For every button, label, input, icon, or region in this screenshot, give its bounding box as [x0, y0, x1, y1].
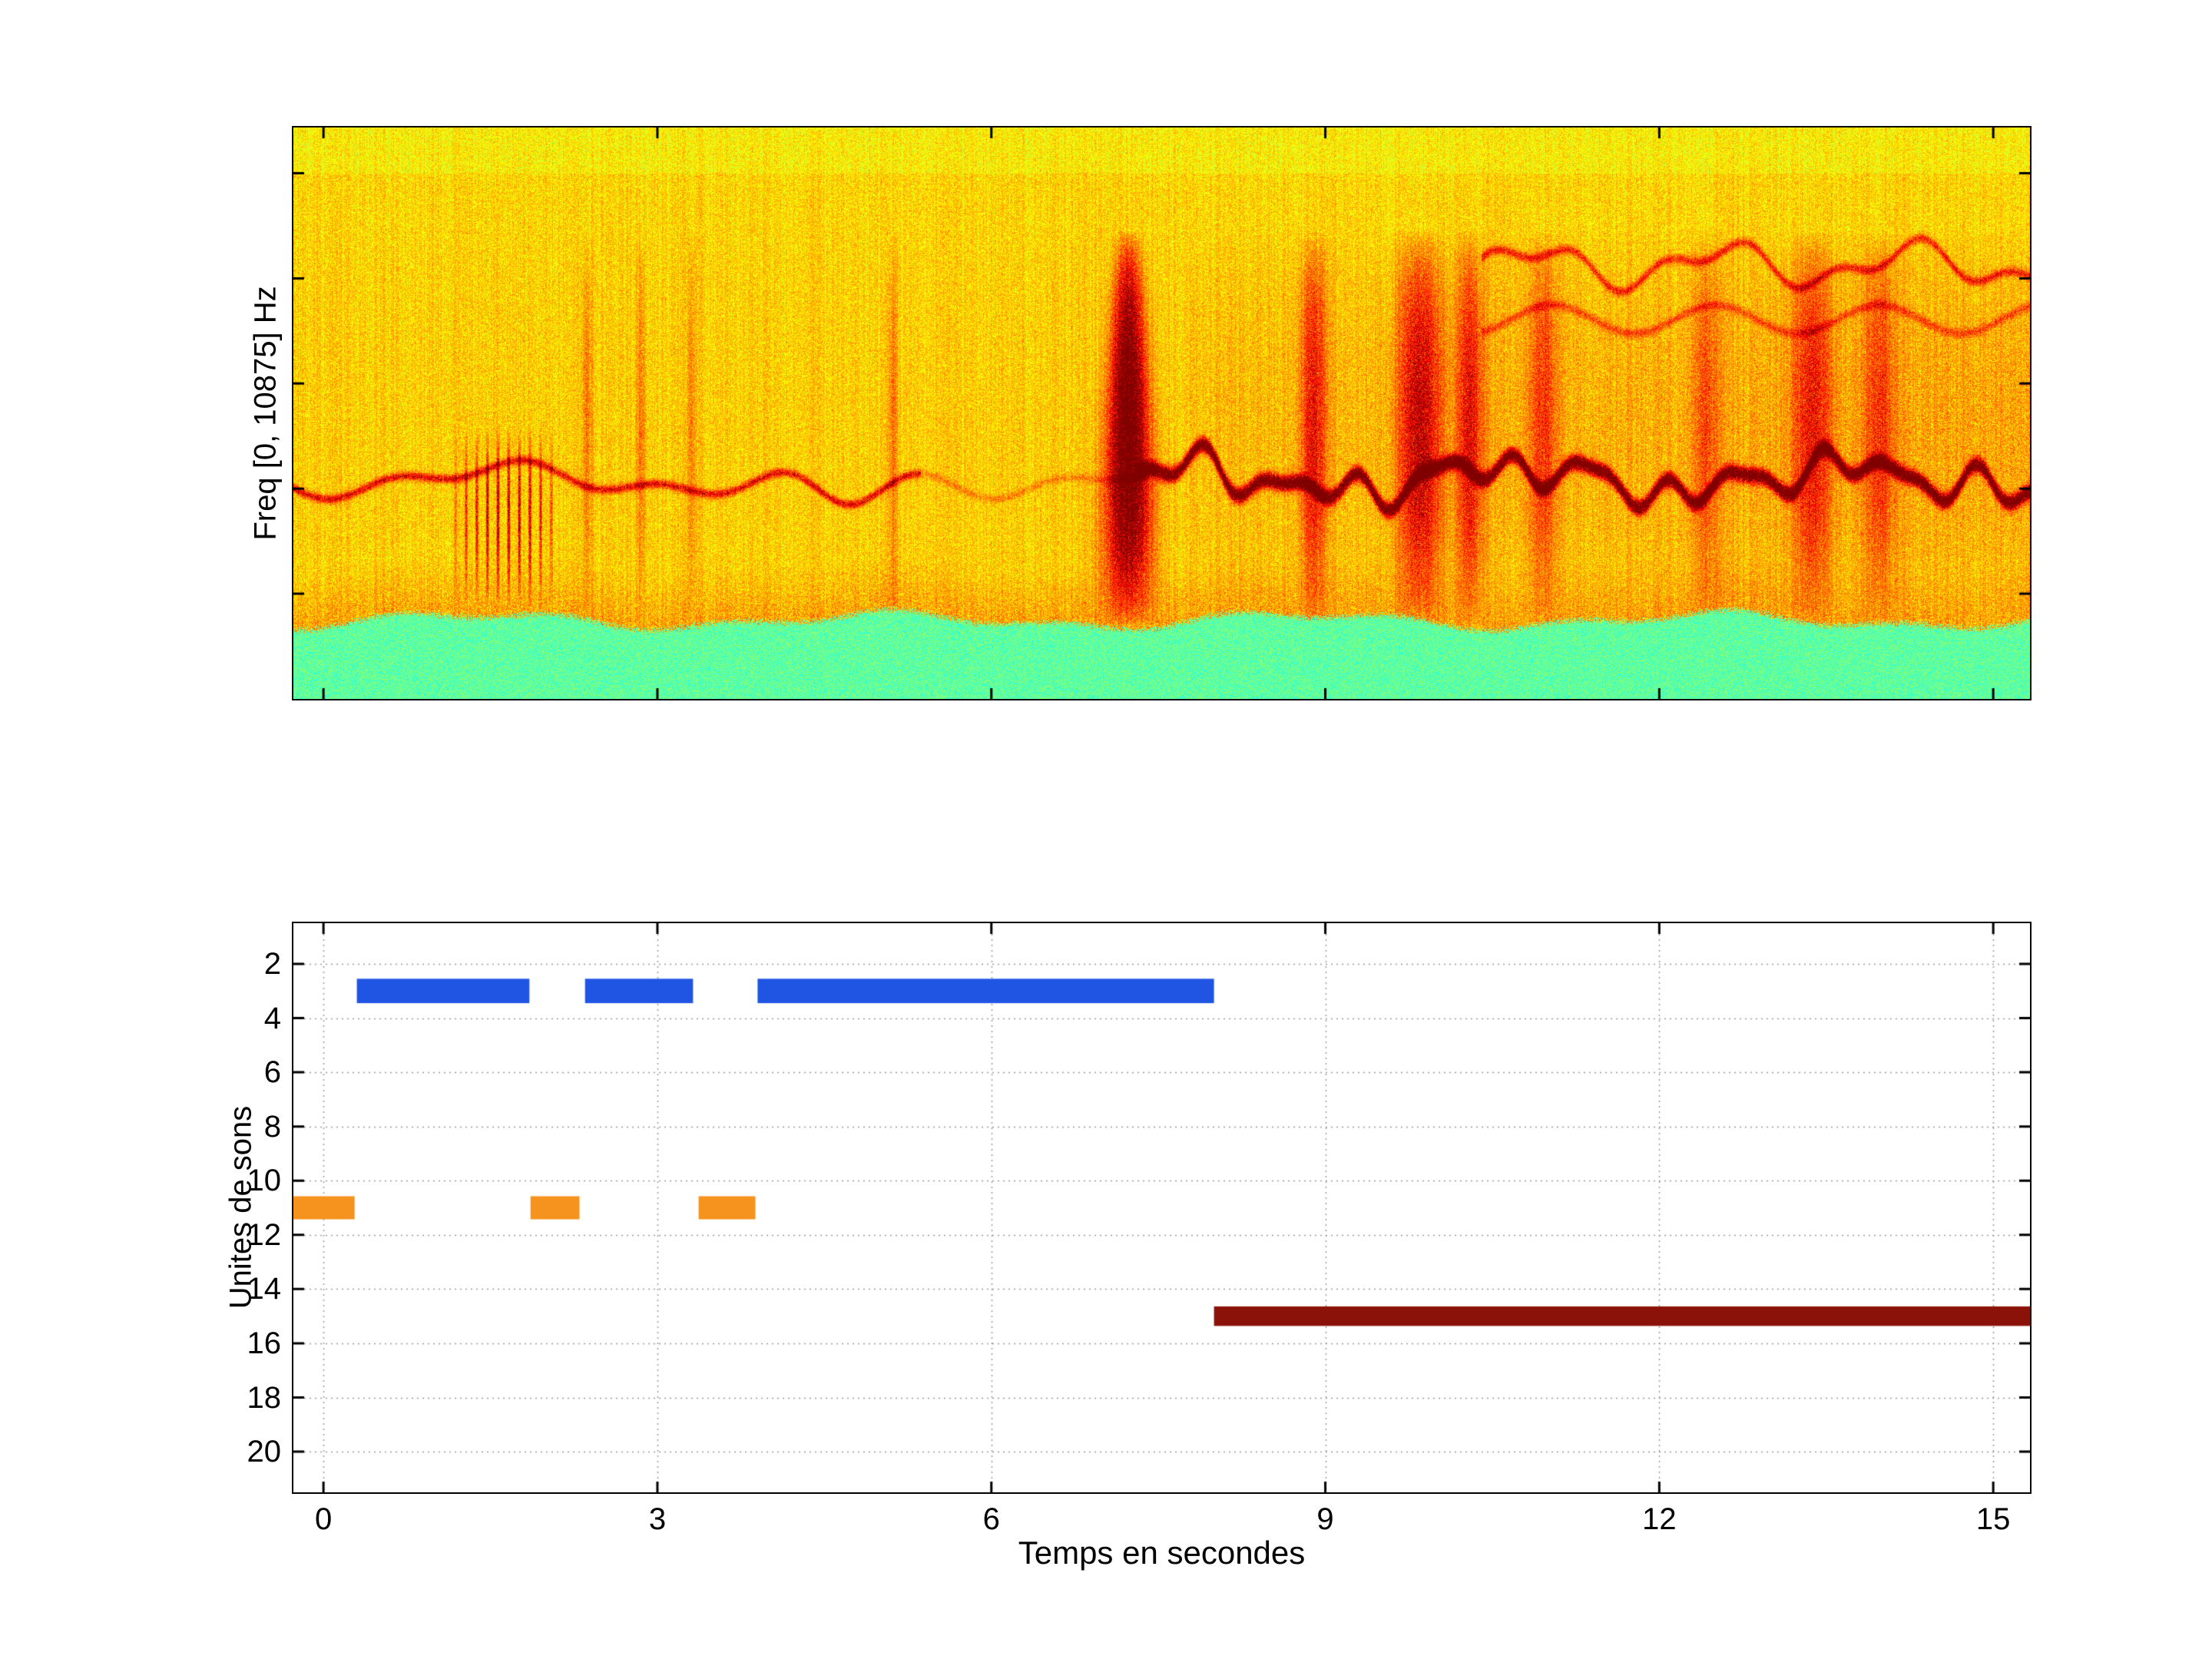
- units-axes: [292, 922, 2032, 1494]
- x-tick-label: 0: [270, 1502, 377, 1537]
- x-tick-label: 9: [1272, 1502, 1379, 1537]
- y-tick-label: 6: [201, 1056, 281, 1088]
- y-tick-label: 18: [201, 1382, 281, 1414]
- spectrogram-axes: [292, 126, 2032, 700]
- y-tick-label: 4: [201, 1002, 281, 1035]
- units-canvas: [293, 923, 2030, 1492]
- x-tick-label: 6: [938, 1502, 1045, 1537]
- y-tick-label: 2: [201, 948, 281, 980]
- y-tick-label: 16: [201, 1327, 281, 1359]
- spectrogram-canvas: [293, 127, 2030, 699]
- spectrogram-ylabel: Freq [0, 10875] Hz: [249, 286, 283, 540]
- y-tick-label: 20: [201, 1435, 281, 1468]
- x-tick-label: 15: [1939, 1502, 2047, 1537]
- units-ylabel: Unites de sons: [224, 1106, 259, 1310]
- units-xlabel: Temps en secondes: [293, 1535, 2030, 1571]
- x-tick-label: 3: [604, 1502, 711, 1537]
- x-tick-label: 12: [1605, 1502, 1713, 1537]
